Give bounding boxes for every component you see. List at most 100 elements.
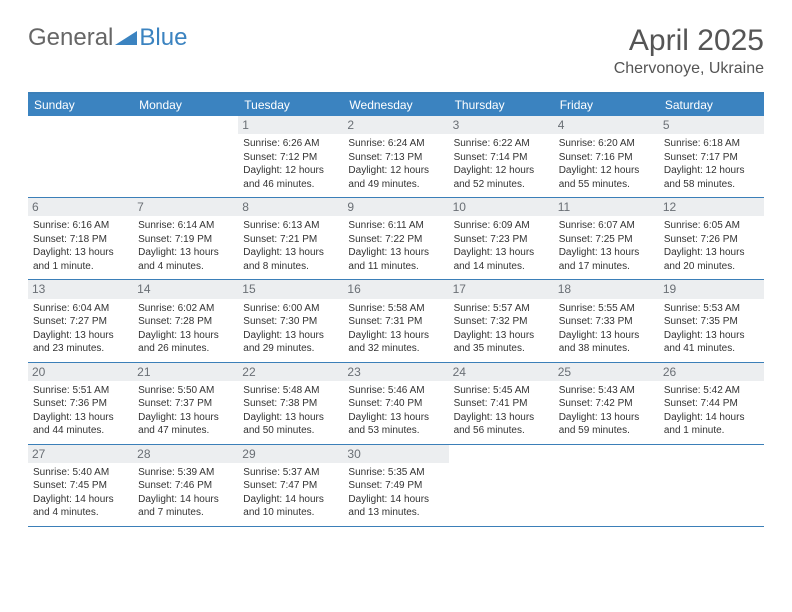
daylight-text: Daylight: 13 hours and 35 minutes. xyxy=(454,329,549,356)
day-number: 26 xyxy=(659,363,764,381)
calendar-cell xyxy=(554,445,659,526)
daylight-text: Daylight: 13 hours and 56 minutes. xyxy=(454,411,549,438)
weekday-header-row: Sunday Monday Tuesday Wednesday Thursday… xyxy=(28,94,764,116)
daylight-text: Daylight: 12 hours and 58 minutes. xyxy=(664,164,759,191)
calendar-week-row: 20Sunrise: 5:51 AMSunset: 7:36 PMDayligh… xyxy=(28,363,764,445)
weekday-header: Monday xyxy=(133,94,238,116)
month-title: April 2025 xyxy=(614,24,764,58)
sunrise-text: Sunrise: 5:35 AM xyxy=(348,466,443,480)
sunrise-text: Sunrise: 6:02 AM xyxy=(138,302,233,316)
calendar-cell: 3Sunrise: 6:22 AMSunset: 7:14 PMDaylight… xyxy=(449,116,554,197)
daylight-text: Daylight: 13 hours and 11 minutes. xyxy=(348,246,443,273)
day-number: 12 xyxy=(659,198,764,216)
sunrise-text: Sunrise: 5:55 AM xyxy=(559,302,654,316)
sunrise-text: Sunrise: 5:42 AM xyxy=(664,384,759,398)
calendar-cell: 9Sunrise: 6:11 AMSunset: 7:22 PMDaylight… xyxy=(343,198,448,279)
calendar-cell: 19Sunrise: 5:53 AMSunset: 7:35 PMDayligh… xyxy=(659,280,764,361)
calendar-cell: 6Sunrise: 6:16 AMSunset: 7:18 PMDaylight… xyxy=(28,198,133,279)
daylight-text: Daylight: 14 hours and 4 minutes. xyxy=(33,493,128,520)
sunrise-text: Sunrise: 6:00 AM xyxy=(243,302,338,316)
day-number: 11 xyxy=(554,198,659,216)
sunrise-text: Sunrise: 5:51 AM xyxy=(33,384,128,398)
daylight-text: Daylight: 14 hours and 7 minutes. xyxy=(138,493,233,520)
calendar-cell xyxy=(659,445,764,526)
sunset-text: Sunset: 7:21 PM xyxy=(243,233,338,247)
day-number: 21 xyxy=(133,363,238,381)
sunset-text: Sunset: 7:38 PM xyxy=(243,397,338,411)
calendar-cell xyxy=(28,116,133,197)
daylight-text: Daylight: 13 hours and 20 minutes. xyxy=(664,246,759,273)
day-number: 1 xyxy=(238,116,343,134)
sunset-text: Sunset: 7:31 PM xyxy=(348,315,443,329)
calendar-cell: 27Sunrise: 5:40 AMSunset: 7:45 PMDayligh… xyxy=(28,445,133,526)
calendar-cell: 17 Sunrise: 5:57 AMSunset: 7:32 PMDayligh… xyxy=(449,280,554,361)
sunset-text: Sunset: 7:13 PM xyxy=(348,151,443,165)
weekday-header: Saturday xyxy=(659,94,764,116)
sunrise-text: Sunrise: 6:13 AM xyxy=(243,219,338,233)
daylight-text: Daylight: 12 hours and 49 minutes. xyxy=(348,164,443,191)
daylight-text: Daylight: 14 hours and 10 minutes. xyxy=(243,493,338,520)
day-number: 14 xyxy=(133,280,238,298)
daylight-text: Daylight: 13 hours and 44 minutes. xyxy=(33,411,128,438)
sunset-text: Sunset: 7:32 PM xyxy=(454,315,549,329)
daylight-text: Daylight: 12 hours and 55 minutes. xyxy=(559,164,654,191)
sunset-text: Sunset: 7:14 PM xyxy=(454,151,549,165)
calendar-cell: 21Sunrise: 5:50 AMSunset: 7:37 PMDayligh… xyxy=(133,363,238,444)
calendar-cell: 29Sunrise: 5:37 AMSunset: 7:47 PMDayligh… xyxy=(238,445,343,526)
sunrise-text: Sunrise: 6:14 AM xyxy=(138,219,233,233)
day-number: 19 xyxy=(659,280,764,298)
sunrise-text: Sunrise: 6:09 AM xyxy=(454,219,549,233)
day-number: 20 xyxy=(28,363,133,381)
page-header: General Blue April 2025 Chervonoye, Ukra… xyxy=(28,24,764,78)
day-number: 18 xyxy=(554,280,659,298)
sunset-text: Sunset: 7:45 PM xyxy=(33,479,128,493)
sunset-text: Sunset: 7:41 PM xyxy=(454,397,549,411)
logo-triangle-icon xyxy=(115,24,137,52)
location-label: Chervonoye, Ukraine xyxy=(614,60,764,78)
day-number: 25 xyxy=(554,363,659,381)
daylight-text: Daylight: 13 hours and 23 minutes. xyxy=(33,329,128,356)
calendar-cell: 22Sunrise: 5:48 AMSunset: 7:38 PMDayligh… xyxy=(238,363,343,444)
calendar-cell: 10Sunrise: 6:09 AMSunset: 7:23 PMDayligh… xyxy=(449,198,554,279)
daylight-text: Daylight: 13 hours and 59 minutes. xyxy=(559,411,654,438)
day-number: 29 xyxy=(238,445,343,463)
sunrise-text: Sunrise: 6:05 AM xyxy=(664,219,759,233)
calendar-cell: 18Sunrise: 5:55 AMSunset: 7:33 PMDayligh… xyxy=(554,280,659,361)
daylight-text: Daylight: 13 hours and 1 minute. xyxy=(33,246,128,273)
sunset-text: Sunset: 7:27 PM xyxy=(33,315,128,329)
sunrise-text: Sunrise: 5:57 AM xyxy=(454,302,549,316)
daylight-text: Daylight: 14 hours and 13 minutes. xyxy=(348,493,443,520)
sunset-text: Sunset: 7:36 PM xyxy=(33,397,128,411)
sunset-text: Sunset: 7:19 PM xyxy=(138,233,233,247)
sunrise-text: Sunrise: 6:20 AM xyxy=(559,137,654,151)
calendar-cell: 4Sunrise: 6:20 AMSunset: 7:16 PMDaylight… xyxy=(554,116,659,197)
daylight-text: Daylight: 13 hours and 14 minutes. xyxy=(454,246,549,273)
daylight-text: Daylight: 14 hours and 1 minute. xyxy=(664,411,759,438)
calendar-grid: Sunday Monday Tuesday Wednesday Thursday… xyxy=(28,92,764,527)
day-number: 6 xyxy=(28,198,133,216)
calendar-cell: 1Sunrise: 6:26 AMSunset: 7:12 PMDaylight… xyxy=(238,116,343,197)
day-number: 17 xyxy=(449,280,554,298)
calendar-week-row: 27Sunrise: 5:40 AMSunset: 7:45 PMDayligh… xyxy=(28,445,764,527)
day-number: 22 xyxy=(238,363,343,381)
calendar-cell: 8Sunrise: 6:13 AMSunset: 7:21 PMDaylight… xyxy=(238,198,343,279)
daylight-text: Daylight: 13 hours and 32 minutes. xyxy=(348,329,443,356)
calendar-cell: 20 Sunrise: 5:51 AMSunset: 7:36 PMDayligh… xyxy=(28,363,133,444)
calendar-cell: 15Sunrise: 6:00 AMSunset: 7:30 PMDayligh… xyxy=(238,280,343,361)
sunrise-text: Sunrise: 5:58 AM xyxy=(348,302,443,316)
calendar-cell xyxy=(133,116,238,197)
sunset-text: Sunset: 7:16 PM xyxy=(559,151,654,165)
weekday-header: Wednesday xyxy=(343,94,448,116)
sunrise-text: Sunrise: 5:43 AM xyxy=(559,384,654,398)
day-number: 30 xyxy=(343,445,448,463)
sunset-text: Sunset: 7:30 PM xyxy=(243,315,338,329)
sunrise-text: Sunrise: 5:40 AM xyxy=(33,466,128,480)
sunrise-text: Sunrise: 6:26 AM xyxy=(243,137,338,151)
sunset-text: Sunset: 7:44 PM xyxy=(664,397,759,411)
sunrise-text: Sunrise: 6:18 AM xyxy=(664,137,759,151)
daylight-text: Daylight: 13 hours and 47 minutes. xyxy=(138,411,233,438)
sunrise-text: Sunrise: 5:39 AM xyxy=(138,466,233,480)
calendar-cell: 13Sunrise: 6:04 AMSunset: 7:27 PMDayligh… xyxy=(28,280,133,361)
day-number: 3 xyxy=(449,116,554,134)
sunset-text: Sunset: 7:23 PM xyxy=(454,233,549,247)
